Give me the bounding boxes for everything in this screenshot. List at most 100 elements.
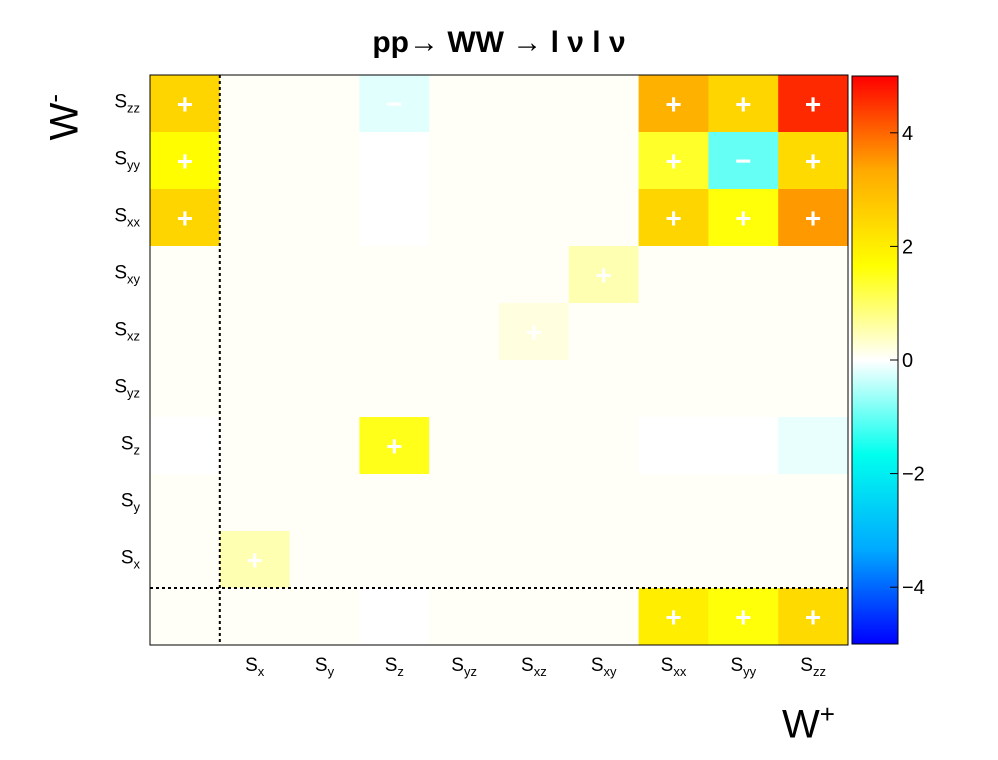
heatmap-cell <box>219 588 291 646</box>
heatmap-cell <box>499 588 570 646</box>
heatmap-cell <box>219 474 291 532</box>
heatmap-cell <box>568 75 640 133</box>
heatmap-cell <box>150 474 221 532</box>
cell-sign: + <box>665 602 681 633</box>
y-tick-label: Szz <box>114 92 140 116</box>
heatmap-cell <box>359 474 430 532</box>
cell-sign: + <box>805 146 821 177</box>
heatmap-cell <box>708 246 779 304</box>
heatmap-cell <box>778 75 849 133</box>
heatmap-cell <box>499 246 570 304</box>
heatmap-cell <box>219 189 291 247</box>
heatmap-cell <box>568 360 640 418</box>
plot-border <box>149 74 849 646</box>
colorbar-tick-label: −2 <box>902 464 925 486</box>
heatmap-cell <box>150 588 221 646</box>
heatmap-cell <box>638 360 709 418</box>
heatmap-cells <box>150 75 849 646</box>
heatmap-cell <box>708 417 779 475</box>
heatmap-cell <box>150 75 221 133</box>
colorbar-tick-label: −4 <box>902 577 925 599</box>
heatmap-cell <box>359 75 430 133</box>
cell-sign: + <box>735 89 751 120</box>
heatmap-cell <box>429 360 500 418</box>
heatmap-cell <box>499 132 570 190</box>
heatmap-cell <box>219 75 291 133</box>
heatmap-cell <box>708 360 779 418</box>
y-tick-label: Sz <box>121 434 140 458</box>
heatmap-cell <box>638 189 709 247</box>
heatmap-cell <box>219 531 291 589</box>
heatmap-cell <box>359 531 430 589</box>
y-tick-label: Sxz <box>114 320 140 344</box>
x-tick-label: Syy <box>730 655 756 679</box>
heatmap-cell <box>499 474 570 532</box>
heatmap-cell <box>289 360 360 418</box>
heatmap-cell <box>638 303 709 361</box>
heatmap-cell <box>359 246 430 304</box>
cell-sign: + <box>665 89 681 120</box>
heatmap-cell <box>499 189 570 247</box>
heatmap-cell <box>708 474 779 532</box>
cell-sign: + <box>177 203 193 234</box>
heatmap-cell <box>568 474 640 532</box>
heatmap-cell <box>568 531 640 589</box>
heatmap-cell <box>638 246 709 304</box>
heatmap-cell <box>289 132 360 190</box>
heatmap-cell <box>778 588 849 646</box>
cell-sign: + <box>735 203 751 234</box>
heatmap-cell <box>429 474 500 532</box>
heatmap-cell <box>289 75 360 133</box>
heatmap-cell <box>359 417 430 475</box>
heatmap-cell <box>219 360 291 418</box>
cell-sign: + <box>177 89 193 120</box>
heatmap-cell <box>708 588 779 646</box>
y-tick-label: Sxy <box>114 263 140 287</box>
x-tick-label: Sy <box>315 655 335 679</box>
x-tick-labels: Sx Sy Sz Syz Sxz Sxy Sxx Syy Szz <box>245 655 826 679</box>
heatmap-cell <box>778 189 849 247</box>
heatmap-cell <box>708 303 779 361</box>
heatmap-cell <box>150 189 221 247</box>
heatmap-cell <box>499 360 570 418</box>
heatmap-cell <box>708 132 779 190</box>
heatmap-cell <box>150 417 221 475</box>
heatmap-cell <box>289 417 360 475</box>
heatmap-cell <box>778 531 849 589</box>
heatmap-cell <box>289 588 360 646</box>
cell-sign: + <box>735 602 751 633</box>
heatmap-cell <box>499 417 570 475</box>
heatmap-cell <box>708 75 779 133</box>
heatmap-cell <box>429 132 500 190</box>
y-tick-label: Sxx <box>114 206 140 230</box>
heatmap-cell <box>778 360 849 418</box>
heatmap-cell <box>429 303 500 361</box>
x-tick-label: Sxy <box>591 655 617 679</box>
cell-sign: + <box>805 203 821 234</box>
heatmap-cell <box>289 246 360 304</box>
heatmap-cell <box>219 246 291 304</box>
x-tick-label: Syz <box>451 655 477 679</box>
heatmap-cell <box>429 75 500 133</box>
colorbar-tick-label: 4 <box>902 123 913 145</box>
heatmap-cell <box>150 246 221 304</box>
heatmap-cell <box>150 303 221 361</box>
heatmap-cell <box>359 189 430 247</box>
heatmap-cell <box>638 474 709 532</box>
heatmap-cell <box>568 303 640 361</box>
heatmap-cell <box>429 189 500 247</box>
heatmap-cell <box>150 360 221 418</box>
x-tick-label: Sx <box>245 655 265 679</box>
heatmap-cell <box>359 132 430 190</box>
x-axis-title-base: W <box>782 702 820 747</box>
heatmap-cell <box>638 75 709 133</box>
x-tick-label: Sxz <box>521 655 547 679</box>
heatmap-cell <box>429 531 500 589</box>
heatmap-cell <box>219 303 291 361</box>
cell-sign: + <box>596 260 612 291</box>
cell-sign: + <box>805 89 821 120</box>
heatmap-cell <box>778 417 849 475</box>
heatmap-cell <box>289 303 360 361</box>
heatmap-cell <box>150 531 221 589</box>
heatmap-cell <box>568 132 640 190</box>
